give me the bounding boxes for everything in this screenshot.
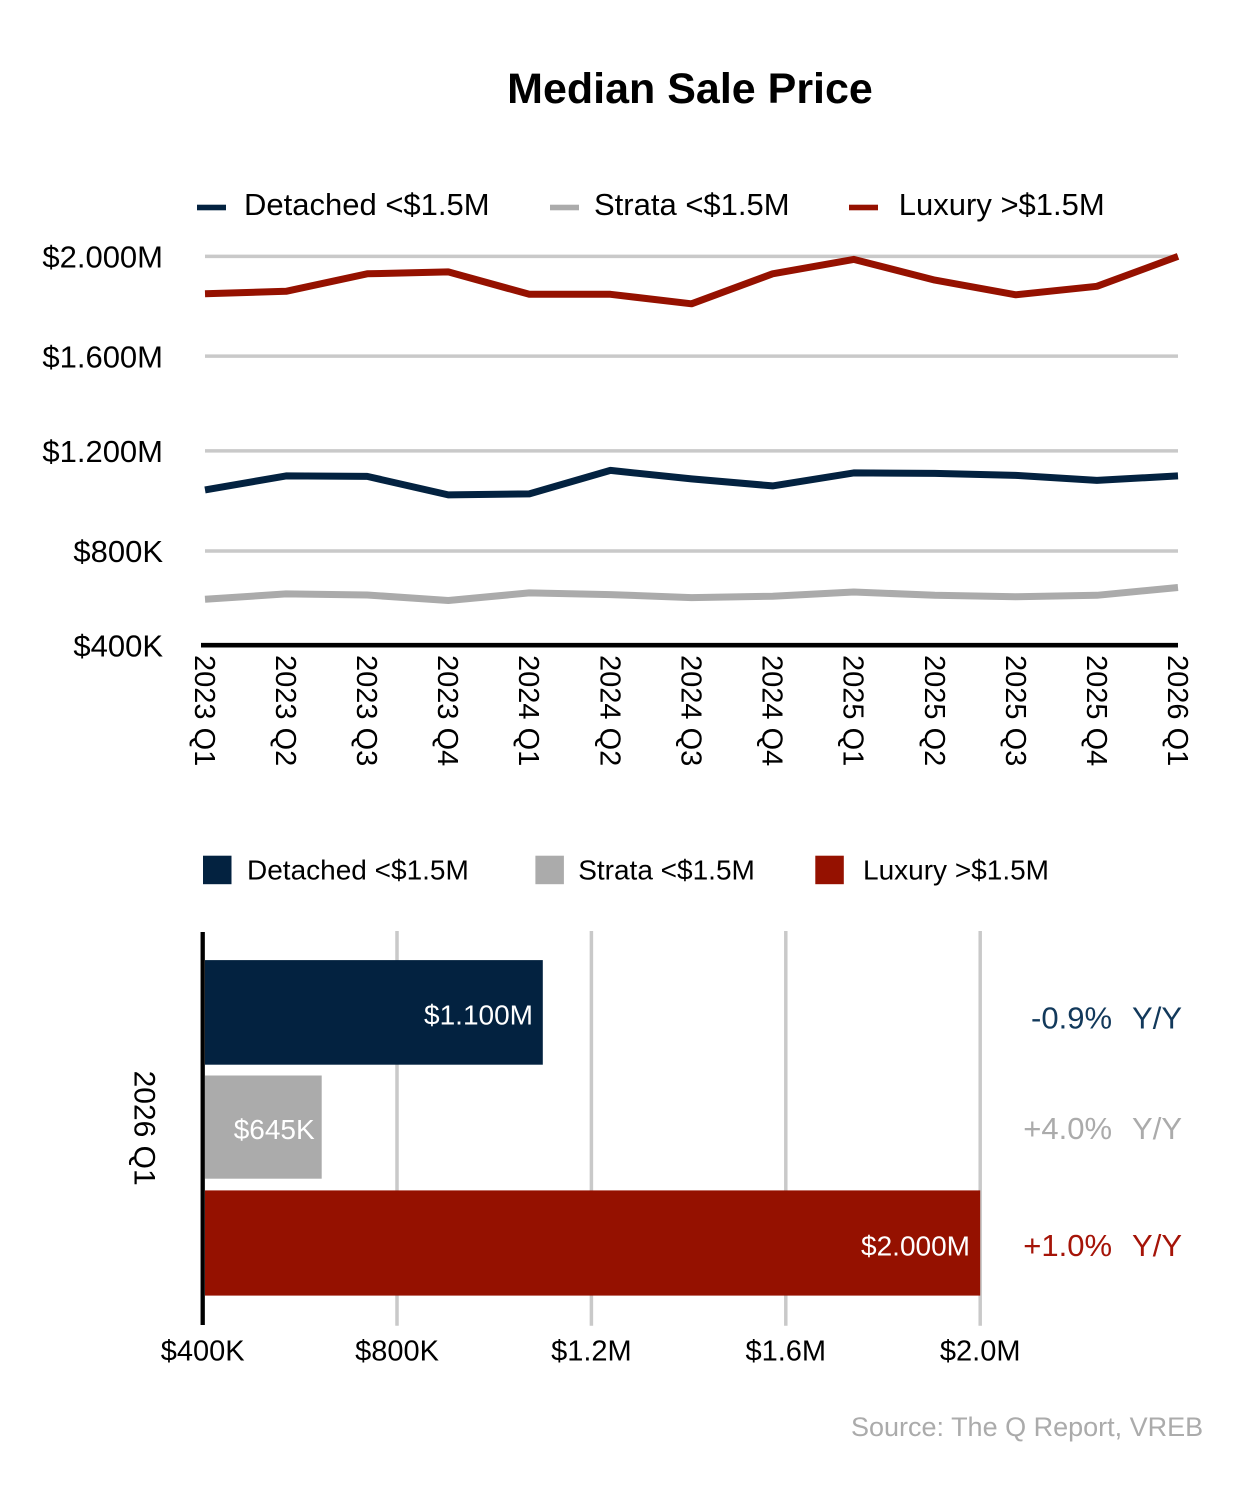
svg-text:$2.000M: $2.000M <box>861 1231 970 1262</box>
svg-text:$1.600M: $1.600M <box>42 339 163 374</box>
svg-text:$1.100M: $1.100M <box>424 999 533 1030</box>
svg-text:-0.9%Y/Y: -0.9% Y/Y <box>1031 1001 1182 1036</box>
svg-text:$800K: $800K <box>355 1336 440 1368</box>
svg-text:Median Sale Price: Median Sale Price <box>507 65 873 113</box>
svg-text:Detached <$1.5M: Detached <$1.5M <box>244 187 490 222</box>
svg-text:2023 Q1: 2023 Q1 <box>188 655 220 766</box>
svg-text:Strata <$1.5M: Strata <$1.5M <box>578 854 755 885</box>
svg-text:2023 Q3: 2023 Q3 <box>350 655 382 766</box>
svg-text:2024 Q1: 2024 Q1 <box>512 655 544 766</box>
svg-text:2026 Q1: 2026 Q1 <box>128 1071 161 1186</box>
svg-text:2023 Q2: 2023 Q2 <box>269 655 301 766</box>
svg-text:Detached <$1.5M: Detached <$1.5M <box>247 854 469 885</box>
svg-text:2025 Q1: 2025 Q1 <box>837 655 869 766</box>
svg-text:+4.0%Y/Y: +4.0% Y/Y <box>1023 1111 1182 1146</box>
svg-text:$800K: $800K <box>73 534 163 569</box>
svg-text:2023 Q4: 2023 Q4 <box>431 655 463 766</box>
svg-text:Luxury >$1.5M: Luxury >$1.5M <box>899 187 1105 222</box>
svg-text:Strata <$1.5M: Strata <$1.5M <box>594 187 790 222</box>
svg-text:Source: The Q Report, VREB: Source: The Q Report, VREB <box>851 1412 1203 1442</box>
svg-text:+1.0%Y/Y: +1.0% Y/Y <box>1023 1228 1182 1263</box>
svg-text:$645K: $645K <box>234 1114 315 1145</box>
svg-text:2024 Q2: 2024 Q2 <box>593 655 625 766</box>
svg-text:$1.200M: $1.200M <box>42 434 163 469</box>
svg-text:Luxury >$1.5M: Luxury >$1.5M <box>863 854 1049 885</box>
svg-text:$2.000M: $2.000M <box>42 240 163 275</box>
svg-text:$1.2M: $1.2M <box>551 1336 632 1368</box>
svg-text:$400K: $400K <box>73 628 163 663</box>
svg-text:2025 Q4: 2025 Q4 <box>1080 655 1112 766</box>
svg-text:$2.0M: $2.0M <box>940 1336 1021 1368</box>
svg-text:$400K: $400K <box>161 1336 246 1368</box>
svg-text:2026 Q1: 2026 Q1 <box>1161 655 1193 766</box>
svg-text:2024 Q3: 2024 Q3 <box>675 655 707 766</box>
svg-text:$1.6M: $1.6M <box>745 1336 826 1368</box>
svg-text:2025 Q2: 2025 Q2 <box>918 655 950 766</box>
svg-text:2025 Q3: 2025 Q3 <box>999 655 1031 766</box>
svg-text:2024 Q4: 2024 Q4 <box>756 655 788 766</box>
